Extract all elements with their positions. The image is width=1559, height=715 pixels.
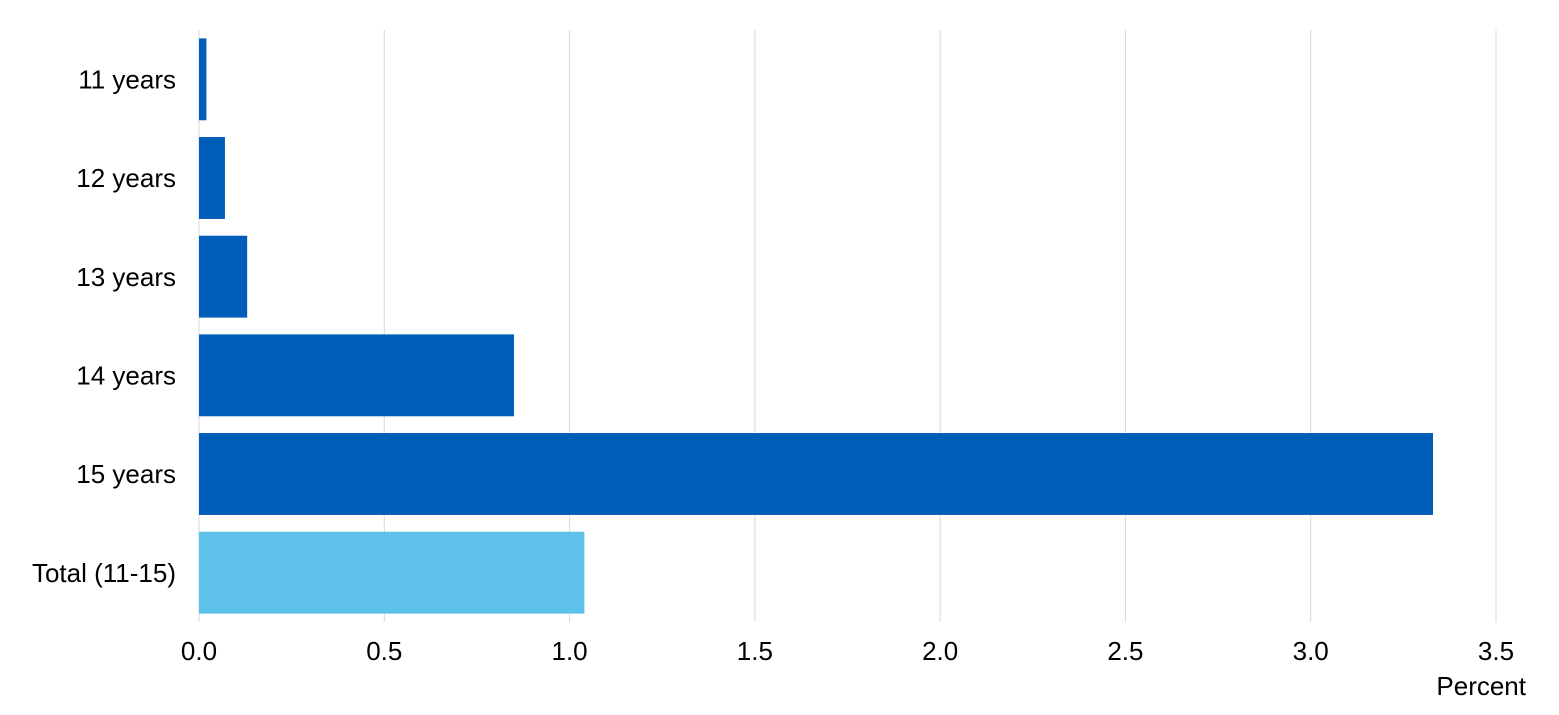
bar xyxy=(199,38,207,121)
bar xyxy=(199,334,514,417)
x-axis-title: Percent xyxy=(1436,671,1526,701)
x-tick-label: 2.5 xyxy=(1107,636,1143,666)
x-tick-label: 0.5 xyxy=(366,636,402,666)
x-tick-label: 0.0 xyxy=(181,636,217,666)
category-label: 12 years xyxy=(76,163,176,193)
bars xyxy=(199,38,1434,614)
bar xyxy=(199,235,248,318)
grid-lines xyxy=(198,30,1497,622)
bar xyxy=(199,433,1434,515)
category-label: 13 years xyxy=(76,262,176,292)
x-tick-label: 3.5 xyxy=(1478,636,1514,666)
x-tick-label: 3.0 xyxy=(1293,636,1329,666)
category-label: 11 years xyxy=(78,64,176,94)
x-tick-label: 2.0 xyxy=(922,636,958,666)
category-label: Total (11-15) xyxy=(32,558,176,588)
category-label: 14 years xyxy=(76,360,176,390)
bar xyxy=(199,531,585,614)
category-label: 15 years xyxy=(76,459,176,489)
x-tick-labels: 0.0 0.5 1.0 1.5 2.0 2.5 3.0 3.5 xyxy=(181,636,1514,666)
bar xyxy=(199,137,225,219)
x-tick-label: 1.0 xyxy=(551,636,587,666)
x-tick-label: 1.5 xyxy=(737,636,773,666)
category-labels: 11 years 12 years 13 years 14 years 15 years… xyxy=(32,64,176,587)
